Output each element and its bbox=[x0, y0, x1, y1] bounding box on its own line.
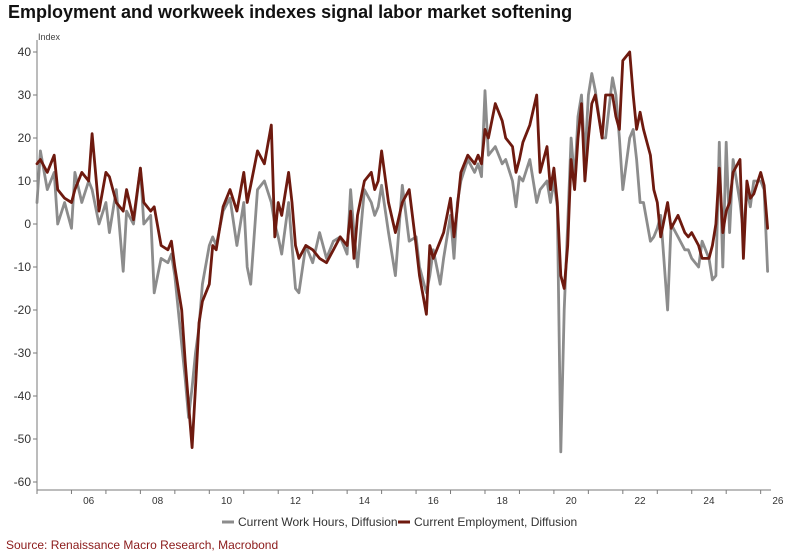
chart-title: Employment and workweek indexes signal l… bbox=[8, 2, 573, 22]
x-tick-label: 26 bbox=[772, 496, 784, 507]
y-tick-label: 40 bbox=[18, 45, 32, 59]
x-tick-label: 18 bbox=[497, 496, 509, 507]
x-tick-label: 12 bbox=[290, 496, 302, 507]
y-tick-label: -50 bbox=[14, 432, 32, 446]
series-line-employment bbox=[35, 50, 769, 449]
y-tick-label: -30 bbox=[14, 346, 32, 360]
x-ticks: 06 08 10 12 14 16 18 20 22 24 26 bbox=[36, 490, 784, 507]
chart: Index 40 30 20 10 0 -10 -20 -30 -40 -50 -60 06 08 10… bbox=[14, 32, 784, 529]
source-note: Source: Renaissance Macro Research, Macr… bbox=[6, 538, 279, 552]
x-tick-label: 20 bbox=[566, 496, 578, 507]
x-tick-label: 08 bbox=[152, 496, 164, 507]
y-tick-label: -20 bbox=[14, 303, 32, 317]
x-tick-label: 16 bbox=[428, 496, 440, 507]
y-axis-label: Index bbox=[38, 32, 61, 42]
x-tick-label: 22 bbox=[634, 496, 646, 507]
y-tick-label: -40 bbox=[14, 389, 32, 403]
legend: Current Work Hours, Diffusion Current Emp… bbox=[222, 515, 577, 529]
x-tick-label: 10 bbox=[221, 496, 233, 507]
y-ticks: 40 30 20 10 0 -10 -20 -30 -40 -50 -60 bbox=[14, 45, 37, 489]
y-tick-label: 20 bbox=[18, 131, 32, 145]
axes bbox=[36, 40, 771, 491]
y-tick-label: 0 bbox=[24, 217, 31, 231]
y-tick-label: -10 bbox=[14, 260, 32, 274]
y-tick-label: -60 bbox=[14, 475, 32, 489]
y-tick-label: 30 bbox=[18, 88, 32, 102]
series-line-work-hours bbox=[35, 72, 769, 454]
x-tick-label: 24 bbox=[703, 496, 715, 507]
x-tick-label: 14 bbox=[359, 496, 371, 507]
series-lines bbox=[35, 50, 769, 454]
legend-label-work-hours: Current Work Hours, Diffusion bbox=[238, 515, 398, 529]
y-tick-label: 10 bbox=[18, 174, 32, 188]
x-tick-label: 06 bbox=[83, 496, 95, 507]
legend-label-employment: Current Employment, Diffusion bbox=[414, 515, 577, 529]
